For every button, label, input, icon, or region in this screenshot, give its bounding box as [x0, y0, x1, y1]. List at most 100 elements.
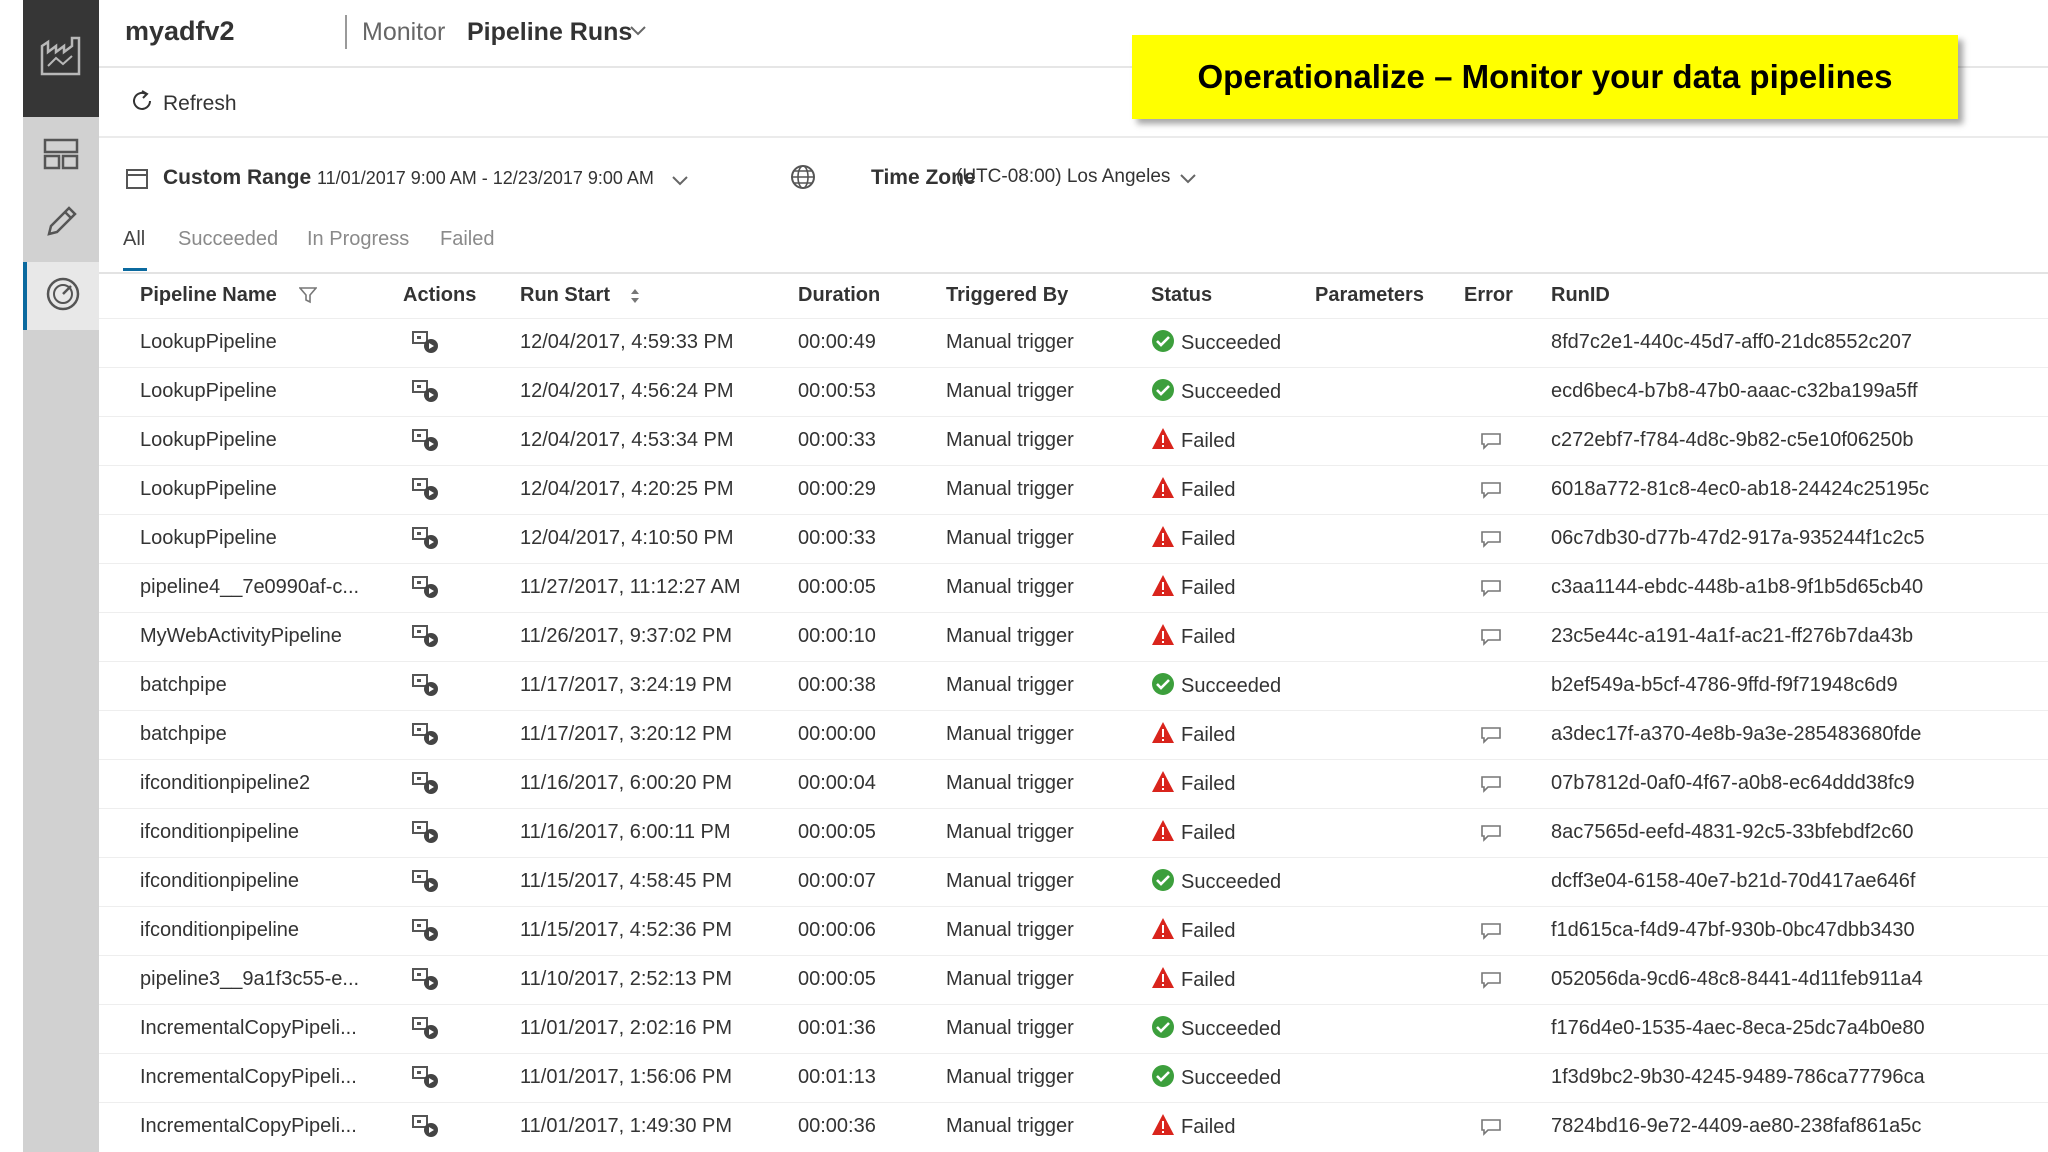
table-row[interactable]: ifconditionpipeline 11/16/2017, 6:00:11 P… [99, 808, 2048, 857]
factory-home-button[interactable] [23, 0, 99, 117]
refresh-icon [129, 88, 155, 120]
pipeline-name-link[interactable]: LookupPipeline [140, 478, 277, 500]
pipeline-name-link[interactable]: IncrementalCopyPipeli... [140, 1115, 357, 1137]
table-row[interactable]: pipeline4__7e0990af-c... 11/27/2017, 11:1… [99, 563, 2048, 612]
triggered-by: Manual trigger [946, 1017, 1074, 1039]
run-id: b2ef549a-b5cf-4786-9ffd-f9f71948c6d9 [1551, 674, 1898, 696]
breadcrumb-monitor[interactable]: Monitor [362, 18, 446, 46]
pipeline-name-link[interactable]: LookupPipeline [140, 380, 277, 402]
tab-failed[interactable]: Failed [440, 228, 495, 250]
rerun-icon[interactable] [411, 770, 441, 796]
run-duration: 00:00:53 [798, 380, 876, 402]
table-row[interactable]: LookupPipeline 12/04/2017, 4:56:24 PM 00:0… [99, 367, 2048, 416]
rerun-icon[interactable] [411, 378, 441, 404]
message-icon[interactable] [1480, 432, 1502, 450]
rerun-icon[interactable] [411, 476, 441, 502]
run-id: dcff3e04-6158-40e7-b21d-70d417ae646f [1551, 870, 1916, 892]
table-row[interactable]: pipeline3__9a1f3c55-e... 11/10/2017, 2:52… [99, 955, 2048, 1004]
nav-overview-button[interactable] [23, 122, 99, 190]
pipeline-name-link[interactable]: pipeline3__9a1f3c55-e... [140, 968, 360, 990]
message-icon[interactable] [1480, 775, 1502, 793]
message-icon[interactable] [1480, 726, 1502, 744]
filter-icon[interactable] [298, 286, 318, 309]
message-icon[interactable] [1480, 922, 1502, 940]
pipeline-name-link[interactable]: ifconditionpipeline [140, 821, 300, 843]
pipeline-name-link[interactable]: IncrementalCopyPipeli... [140, 1017, 357, 1039]
rerun-icon[interactable] [411, 1064, 441, 1090]
message-icon[interactable] [1480, 628, 1502, 646]
rerun-icon[interactable] [411, 1113, 441, 1139]
rerun-icon[interactable] [411, 868, 441, 894]
table-row[interactable]: LookupPipeline 12/04/2017, 4:53:34 PM 00:0… [99, 416, 2048, 465]
table-row[interactable]: MyWebActivityPipeline 11/26/2017, 9:37:02… [99, 612, 2048, 661]
pipeline-name-link[interactable]: batchpipe [140, 723, 227, 745]
pipeline-name-link[interactable]: LookupPipeline [140, 331, 277, 353]
table-row[interactable]: ifconditionpipeline 11/15/2017, 4:58:45 P… [99, 857, 2048, 906]
run-duration: 00:00:33 [798, 527, 876, 549]
factory-name[interactable]: myadfv2 [125, 16, 235, 46]
table-row[interactable]: ifconditionpipeline 11/15/2017, 4:52:36 P… [99, 906, 2048, 955]
message-icon[interactable] [1480, 1118, 1502, 1136]
rerun-icon[interactable] [411, 623, 441, 649]
rerun-icon[interactable] [411, 427, 441, 453]
rerun-icon[interactable] [411, 672, 441, 698]
table-row[interactable]: IncrementalCopyPipeli... 11/01/2017, 1:49… [99, 1102, 2048, 1151]
message-icon[interactable] [1480, 579, 1502, 597]
table-row[interactable]: ifconditionpipeline2 11/16/2017, 6:00:20 … [99, 759, 2048, 808]
nav-author-button[interactable] [23, 190, 99, 258]
tab-in-progress[interactable]: In Progress [307, 228, 410, 250]
table-row[interactable]: LookupPipeline 12/04/2017, 4:20:25 PM 00:0… [99, 465, 2048, 514]
rerun-icon[interactable] [411, 819, 441, 845]
tab-all[interactable]: All [123, 228, 146, 250]
column-header-status: Status [1151, 284, 1213, 306]
pipeline-name-link[interactable]: ifconditionpipeline [140, 919, 300, 941]
date-range-value[interactable]: 11/01/2017 9:00 AM - 12/23/2017 9:00 AM [317, 168, 654, 188]
warning-triangle-icon [1151, 721, 1175, 750]
status-cell: Succeeded [1151, 671, 1281, 701]
table-row[interactable]: batchpipe 11/17/2017, 3:20:12 PM 00:00:00 M… [99, 710, 2048, 759]
rerun-icon[interactable] [411, 525, 441, 551]
table-row[interactable]: LookupPipeline 12/04/2017, 4:10:50 PM 00:0… [99, 514, 2048, 563]
rerun-icon[interactable] [411, 574, 441, 600]
rerun-icon[interactable] [411, 721, 441, 747]
left-margin [0, 0, 23, 1152]
table-row[interactable]: LookupPipeline 12/04/2017, 4:59:33 PM 00:0… [99, 318, 2048, 367]
breadcrumb-pipeline-runs[interactable]: Pipeline Runs [467, 18, 633, 46]
tab-succeeded[interactable]: Succeeded [178, 228, 279, 250]
rerun-icon[interactable] [411, 966, 441, 992]
message-icon[interactable] [1480, 824, 1502, 842]
pipeline-name-link[interactable]: pipeline4__7e0990af-c... [140, 576, 360, 598]
nav-monitor-button[interactable] [23, 262, 99, 330]
triggered-by: Manual trigger [946, 1066, 1074, 1088]
sort-icon[interactable] [629, 288, 641, 309]
chevron-down-icon[interactable] [671, 174, 689, 192]
message-icon[interactable] [1480, 530, 1502, 548]
column-header-run-start[interactable]: Run Start [520, 284, 610, 306]
table-row[interactable]: IncrementalCopyPipeli... 11/01/2017, 1:56… [99, 1053, 2048, 1102]
pipeline-name-link[interactable]: batchpipe [140, 674, 227, 696]
table-row[interactable]: batchpipe 11/17/2017, 3:24:19 PM 00:00:38 M… [99, 661, 2048, 710]
pipeline-name-link[interactable]: LookupPipeline [140, 429, 277, 451]
check-circle-icon [1151, 672, 1175, 701]
run-duration: 00:00:10 [798, 625, 876, 647]
chevron-down-icon[interactable] [629, 24, 647, 42]
pipeline-name-link[interactable]: ifconditionpipeline2 [140, 772, 311, 794]
triggered-by: Manual trigger [946, 429, 1074, 451]
status-text: Failed [1181, 478, 1236, 501]
time-zone-value[interactable]: (UTC-08:00) Los Angeles [956, 166, 1171, 187]
message-icon[interactable] [1480, 971, 1502, 989]
refresh-button[interactable]: Refresh [129, 88, 237, 120]
table-row[interactable]: IncrementalCopyPipeli... 11/01/2017, 2:02… [99, 1004, 2048, 1053]
message-icon[interactable] [1480, 481, 1502, 499]
rerun-icon[interactable] [411, 917, 441, 943]
pipeline-name-link[interactable]: ifconditionpipeline [140, 870, 300, 892]
pipeline-name-link[interactable]: IncrementalCopyPipeli... [140, 1066, 357, 1088]
pipeline-name-link[interactable]: LookupPipeline [140, 527, 277, 549]
rerun-icon[interactable] [411, 1015, 441, 1041]
column-header-pipeline-name[interactable]: Pipeline Name [140, 284, 277, 306]
run-id: 8ac7565d-eefd-4831-92c5-33bfebdf2c60 [1551, 821, 1914, 843]
run-duration: 00:00:00 [798, 723, 876, 745]
rerun-icon[interactable] [411, 329, 441, 355]
chevron-down-icon[interactable] [1179, 172, 1197, 190]
pipeline-name-link[interactable]: MyWebActivityPipeline [140, 625, 342, 647]
